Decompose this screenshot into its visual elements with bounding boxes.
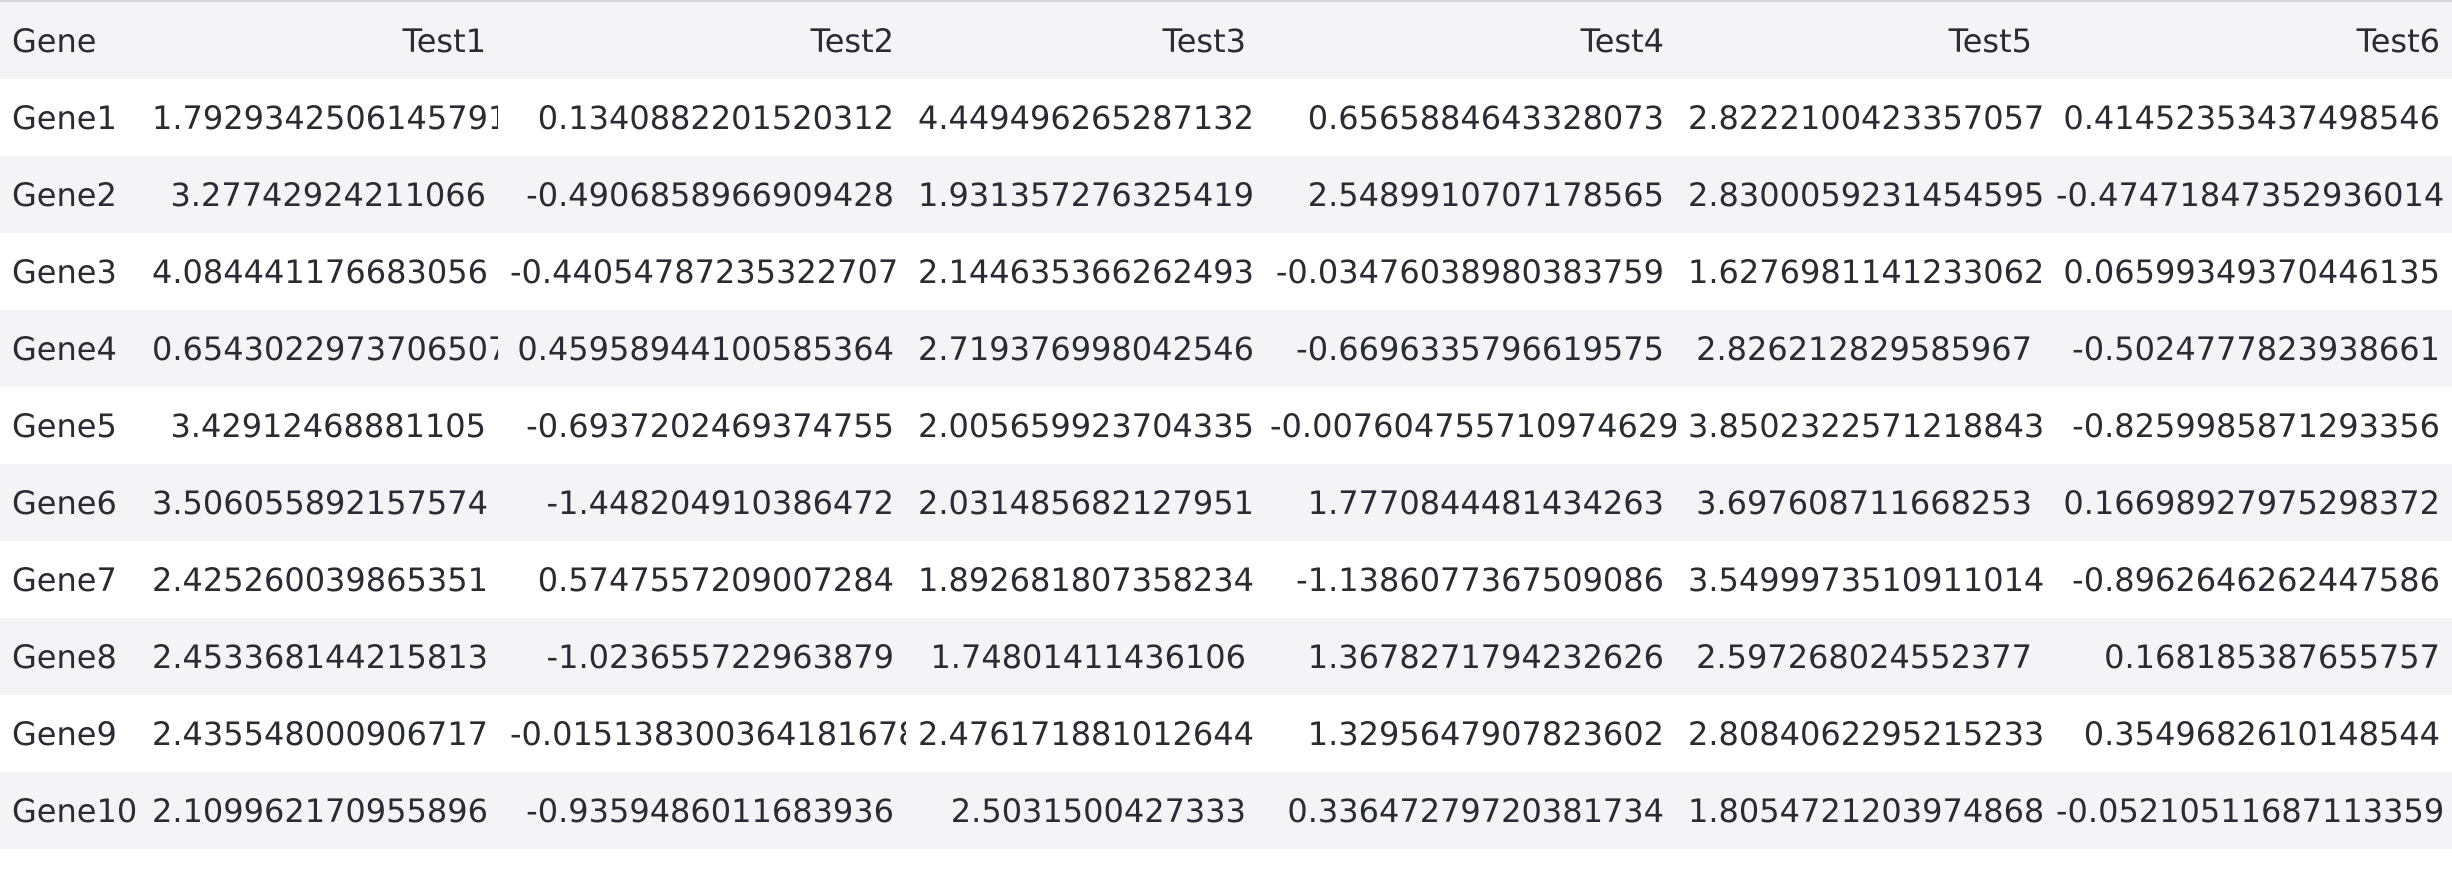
value-cell-test2: 0.5747557209007284: [498, 541, 906, 618]
value-cell-test2: -1.448204910386472: [498, 464, 906, 541]
table-row[interactable]: Gene5 3.42912468881105 -0.6937202469374755…: [0, 387, 2452, 464]
value-cell-test3: 1.892681807358234: [906, 541, 1258, 618]
value-cell-test3: 2.719376998042546: [906, 310, 1258, 387]
value-cell-test4: 1.3295647907823602: [1258, 695, 1676, 772]
table-row[interactable]: Gene4 0.6543022973706507 0.459589441005853…: [0, 310, 2452, 387]
table-row[interactable]: Gene8 2.453368144215813 -1.023655722963879…: [0, 618, 2452, 695]
value-cell-test6: -0.05210511687113359: [2044, 772, 2452, 849]
value-cell-test4: 0.33647279720381734: [1258, 772, 1676, 849]
value-cell-test4: -0.6696335796619575: [1258, 310, 1676, 387]
gene-name-cell: Gene5: [0, 387, 140, 464]
table-row[interactable]: Gene1 1.7929342506145791 0.134088220152031…: [0, 79, 2452, 156]
table-row[interactable]: Gene9 2.435548000906717 -0.015138300364181…: [0, 695, 2452, 772]
value-cell-test2: -0.015138300364181678: [498, 695, 906, 772]
value-cell-test3: 2.476171881012644: [906, 695, 1258, 772]
value-cell-test4: -0.03476038980383759: [1258, 233, 1676, 310]
value-cell-test3: 2.031485682127951: [906, 464, 1258, 541]
value-cell-test2: -0.9359486011683936: [498, 772, 906, 849]
value-cell-test1: 2.109962170955896: [140, 772, 498, 849]
value-cell-test4: 2.5489910707178565: [1258, 156, 1676, 233]
column-header-gene[interactable]: Gene: [0, 2, 140, 79]
value-cell-test3: 2.5031500427333: [906, 772, 1258, 849]
value-cell-test1: 3.27742924211066: [140, 156, 498, 233]
value-cell-test1: 4.084441176683056: [140, 233, 498, 310]
value-cell-test2: 0.1340882201520312: [498, 79, 906, 156]
column-header-test3[interactable]: Test3: [906, 2, 1258, 79]
value-cell-test3: 2.005659923704335: [906, 387, 1258, 464]
value-cell-test6: 0.41452353437498546: [2044, 79, 2452, 156]
value-cell-test6: -0.8962646262447586: [2044, 541, 2452, 618]
value-cell-test2: 0.45958944100585364: [498, 310, 906, 387]
value-cell-test1: 3.506055892157574: [140, 464, 498, 541]
value-cell-test6: 0.168185387655757: [2044, 618, 2452, 695]
value-cell-test2: -0.4906858966909428: [498, 156, 906, 233]
value-cell-test6: -0.47471847352936014: [2044, 156, 2452, 233]
value-cell-test4: 1.7770844481434263: [1258, 464, 1676, 541]
header-row: Gene Test1 Test2 Test3 Test4 Test5 Test6: [0, 2, 2452, 79]
value-cell-test3: 2.144635366262493: [906, 233, 1258, 310]
column-header-test4[interactable]: Test4: [1258, 2, 1676, 79]
value-cell-test5: 3.697608711668253: [1676, 464, 2044, 541]
gene-name-cell: Gene6: [0, 464, 140, 541]
gene-name-cell: Gene1: [0, 79, 140, 156]
value-cell-test2: -0.6937202469374755: [498, 387, 906, 464]
value-cell-test5: 2.8300059231454595: [1676, 156, 2044, 233]
gene-name-cell: Gene4: [0, 310, 140, 387]
value-cell-test5: 1.8054721203974868: [1676, 772, 2044, 849]
column-header-test5[interactable]: Test5: [1676, 2, 2044, 79]
value-cell-test1: 1.7929342506145791: [140, 79, 498, 156]
table-body: Gene1 1.7929342506145791 0.134088220152031…: [0, 79, 2452, 849]
value-cell-test3: 1.74801411436106: [906, 618, 1258, 695]
value-cell-test5: 2.597268024552377: [1676, 618, 2044, 695]
table-row[interactable]: Gene3 4.084441176683056 -0.440547872353227…: [0, 233, 2452, 310]
value-cell-test6: -0.8259985871293356: [2044, 387, 2452, 464]
value-cell-test5: 2.8222100423357057: [1676, 79, 2044, 156]
gene-name-cell: Gene8: [0, 618, 140, 695]
value-cell-test3: 4.449496265287132: [906, 79, 1258, 156]
value-cell-test2: -0.44054787235322707: [498, 233, 906, 310]
gene-name-cell: Gene2: [0, 156, 140, 233]
value-cell-test5: 1.6276981141233062: [1676, 233, 2044, 310]
table-row[interactable]: Gene2 3.27742924211066 -0.4906858966909428…: [0, 156, 2452, 233]
value-cell-test4: -0.007604755710974629: [1258, 387, 1676, 464]
value-cell-test5: 3.5499973510911014: [1676, 541, 2044, 618]
table-row[interactable]: Gene10 2.109962170955896 -0.93594860116839…: [0, 772, 2452, 849]
column-header-test6[interactable]: Test6: [2044, 2, 2452, 79]
value-cell-test1: 2.435548000906717: [140, 695, 498, 772]
value-cell-test2: -1.023655722963879: [498, 618, 906, 695]
value-cell-test6: -0.5024777823938661: [2044, 310, 2452, 387]
top-divider: [0, 0, 2452, 2]
column-header-test2[interactable]: Test2: [498, 2, 906, 79]
table-row[interactable]: Gene6 3.506055892157574 -1.448204910386472…: [0, 464, 2452, 541]
value-cell-test6: 0.16698927975298372: [2044, 464, 2452, 541]
gene-name-cell: Gene3: [0, 233, 140, 310]
value-cell-test6: 0.3549682610148544: [2044, 695, 2452, 772]
gene-name-cell: Gene7: [0, 541, 140, 618]
value-cell-test5: 2.826212829585967: [1676, 310, 2044, 387]
value-cell-test4: 0.6565884643328073: [1258, 79, 1676, 156]
gene-name-cell: Gene10: [0, 772, 140, 849]
value-cell-test1: 2.453368144215813: [140, 618, 498, 695]
table-header: Gene Test1 Test2 Test3 Test4 Test5 Test6: [0, 2, 2452, 79]
table-row[interactable]: Gene7 2.425260039865351 0.5747557209007284…: [0, 541, 2452, 618]
value-cell-test6: 0.06599349370446135: [2044, 233, 2452, 310]
value-cell-test1: 3.42912468881105: [140, 387, 498, 464]
value-cell-test5: 3.8502322571218843: [1676, 387, 2044, 464]
gene-name-cell: Gene9: [0, 695, 140, 772]
value-cell-test4: 1.3678271794232626: [1258, 618, 1676, 695]
column-header-test1[interactable]: Test1: [140, 2, 498, 79]
value-cell-test5: 2.8084062295215233: [1676, 695, 2044, 772]
value-cell-test1: 2.425260039865351: [140, 541, 498, 618]
value-cell-test3: 1.931357276325419: [906, 156, 1258, 233]
value-cell-test1: 0.6543022973706507: [140, 310, 498, 387]
value-cell-test4: -1.1386077367509086: [1258, 541, 1676, 618]
gene-table: Gene Test1 Test2 Test3 Test4 Test5 Test6…: [0, 2, 2452, 849]
